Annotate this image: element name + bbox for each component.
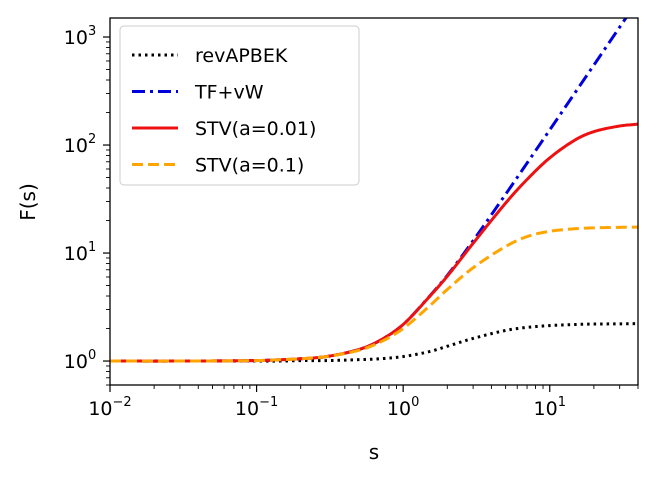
legend: revAPBEK TF+vW STV(a=0.01) STV(a=0.1) <box>119 25 360 186</box>
curves <box>110 18 638 363</box>
y-tick-label: 101 <box>64 240 96 265</box>
y-tick-label: 100 <box>64 348 96 373</box>
plot-frame <box>109 17 639 386</box>
legend-label: revAPBEK <box>195 45 288 67</box>
x-axis-title: s <box>369 440 379 464</box>
y-tick-label: 103 <box>64 24 96 49</box>
series-line-STV(a=0.1) <box>110 225 638 363</box>
x-tick-label: 10−2 <box>88 395 131 420</box>
x-tick-label: 10−1 <box>235 395 278 420</box>
legend-box <box>119 25 360 186</box>
ticks: 10−2 10−1 100 101 100 101 102 103 <box>64 24 639 420</box>
x-tick-label: 101 <box>534 395 566 420</box>
y-tick-label: 102 <box>64 132 96 157</box>
y-axis-title: F(s) <box>16 183 40 221</box>
x-tick-label: 100 <box>387 395 419 420</box>
series-line-revAPBEK <box>110 322 638 363</box>
legend-label: TF+vW <box>194 82 264 104</box>
legend-label: STV(a=0.01) <box>195 118 316 140</box>
legend-label: STV(a=0.1) <box>195 155 304 177</box>
